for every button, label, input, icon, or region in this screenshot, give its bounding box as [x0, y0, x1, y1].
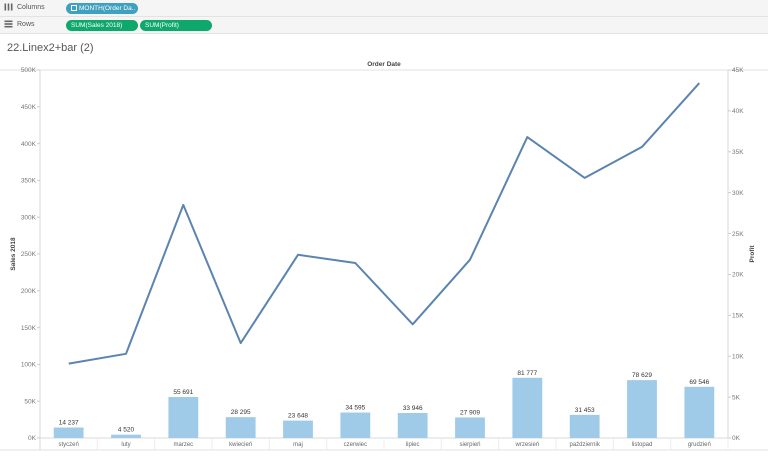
left-axis-tick-label: 200K	[21, 288, 37, 295]
rows-icon	[4, 20, 13, 28]
right-axis-tick-label: 40K	[732, 108, 744, 115]
left-axis-tick-label: 0K	[28, 435, 37, 442]
rows-label: Rows	[17, 20, 35, 28]
left-axis-tick-label: 250K	[21, 251, 37, 258]
bar-1	[111, 434, 141, 438]
right-axis-tick-label: 30K	[732, 190, 744, 197]
bar-label-2: 55 691	[173, 389, 193, 396]
x-axis-label-1: luty	[121, 442, 130, 448]
x-axis-label-9: październik	[569, 442, 600, 448]
bar-9	[569, 414, 600, 438]
rows-pill-sales[interactable]: SUM(Sales 2018)	[66, 20, 138, 31]
columns-pill-text: MONTH(Order Da..	[79, 5, 136, 12]
x-axis-label-11: grudzień	[688, 442, 711, 448]
bar-7	[455, 417, 485, 438]
x-axis-label-2: marzec	[173, 442, 193, 448]
rows-pill-sales-text: SUM(Sales 2018)	[71, 22, 123, 29]
bar-label-0: 14 237	[59, 420, 79, 427]
x-axis-label-0: styczeń	[58, 442, 78, 448]
right-axis-tick-label: 25K	[732, 231, 744, 238]
profit-line	[68, 82, 701, 365]
right-axis-tick-label: 20K	[732, 272, 744, 279]
left-axis-tick-label: 150K	[21, 325, 37, 332]
bar-label-5: 34 595	[345, 405, 365, 412]
left-axis-tick-label: 450K	[21, 104, 37, 111]
x-axis-label-6: lipiec	[406, 442, 420, 448]
bar-label-10: 78 629	[632, 372, 652, 379]
columns-pill-order-date[interactable]: MONTH(Order Da..	[66, 3, 138, 14]
right-axis-tick-label: 0K	[732, 435, 741, 442]
bar-label-3: 28 295	[231, 409, 251, 416]
columns-shelf-label: Columns	[4, 3, 45, 11]
x-axis-label-4: maj	[293, 442, 303, 448]
x-axis-label-7: sierpień	[459, 442, 480, 448]
bar-8	[512, 377, 543, 438]
x-axis-labels: styczeń luty marzec kwiecień maj czerwiec lipi…	[58, 438, 729, 450]
bar-3	[225, 417, 256, 438]
bar-label-9: 31 453	[575, 407, 595, 414]
left-axis-tick-label: 500K	[21, 67, 37, 74]
x-axis-label-8: wrzesień	[514, 442, 539, 448]
bar-5	[340, 412, 371, 438]
right-axis-tick-label: 5K	[732, 394, 741, 401]
sheet-title: 22.Linex2+bar (2)	[7, 42, 94, 54]
bar-2	[168, 397, 199, 438]
x-axis-label-10: listopad	[632, 442, 653, 448]
left-axis: 0K 50K 100K 150K 200K 250K 300K 350K 400K 450K 500…	[21, 67, 40, 442]
bar-0	[53, 427, 84, 438]
rows-shelf: Rows SUM(Sales 2018) SUM(Profit)	[0, 17, 768, 34]
rows-shelf-label: Rows	[4, 20, 35, 28]
columns-shelf: Columns MONTH(Order Da..	[0, 0, 768, 17]
line-layer	[68, 82, 701, 365]
bar-labels-layer: 14 237 4 520 55 691 28 295 23 648 34 595 33 94…	[59, 370, 710, 434]
right-axis-title: Profit	[749, 245, 756, 263]
x-axis-label-3: kwiecień	[229, 442, 252, 448]
left-axis-tick-label: 400K	[21, 141, 37, 148]
columns-label: Columns	[17, 3, 45, 11]
bar-label-7: 27 909	[460, 409, 480, 416]
right-axis: 0K 5K 10K 15K 20K 25K 30K 35K 40K 45K	[728, 67, 744, 442]
bar-10	[627, 380, 657, 438]
bar-4	[283, 420, 313, 438]
column-header-title: Order Date	[367, 61, 401, 68]
rows-pill-profit[interactable]: SUM(Profit)	[140, 20, 212, 31]
right-axis-tick-label: 10K	[732, 353, 744, 360]
right-axis-tick-label: 35K	[732, 149, 744, 156]
bar-11	[684, 386, 715, 438]
x-axis-label-5: czerwiec	[344, 442, 367, 448]
bar-label-8: 81 777	[517, 370, 537, 377]
date-field-icon	[71, 5, 77, 11]
left-axis-tick-label: 50K	[24, 398, 36, 405]
right-axis-tick-label: 15K	[732, 313, 744, 320]
left-axis-title: Sales 2018	[10, 237, 17, 271]
left-axis-tick-label: 350K	[21, 178, 37, 185]
left-axis-tick-label: 100K	[21, 362, 37, 369]
bar-label-4: 23 648	[288, 413, 308, 420]
rows-pill-profit-text: SUM(Profit)	[145, 22, 179, 29]
bar-label-6: 33 946	[403, 405, 423, 412]
bar-label-11: 69 546	[689, 379, 709, 386]
bars-layer	[53, 377, 715, 438]
bar-label-1: 4 520	[118, 427, 135, 434]
columns-icon	[4, 3, 13, 11]
right-axis-tick-label: 45K	[732, 67, 744, 74]
left-axis-tick-label: 300K	[21, 214, 37, 221]
bar-6	[397, 413, 428, 438]
